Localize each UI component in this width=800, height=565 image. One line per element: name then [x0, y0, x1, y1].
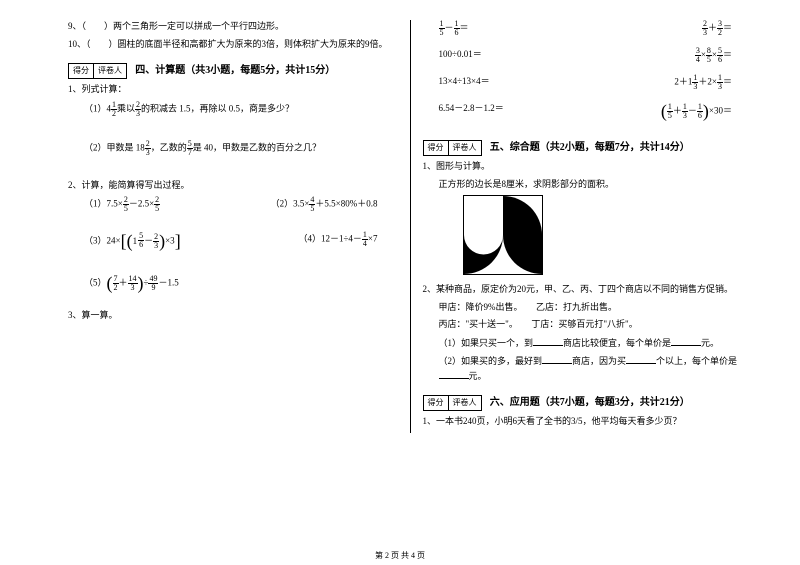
- text: 乘以: [117, 103, 135, 113]
- blank: [439, 369, 469, 379]
- arith-row-3: 13×4÷13×4＝ 2＋113＋2×13＝: [423, 74, 753, 91]
- s5-p2-label: 2、某种商品，原定价为20元，甲、乙、丙、丁四个商店以不同的销售方促销。: [423, 283, 753, 297]
- grader-label: 评卷人: [94, 64, 126, 78]
- section-6-title: 六、应用题（共7小题，每题3分，共计21分）: [490, 397, 690, 408]
- geometry-figure: [463, 195, 543, 275]
- question-9: 9、（ ）两个三角形一定可以拼成一个平行四边形。: [68, 20, 398, 34]
- arith-4a: 6.54－2.8－1.2＝: [439, 101, 504, 122]
- text: （1）4: [84, 103, 111, 113]
- text: （1）7.5×: [84, 199, 123, 209]
- problem-2-label: 2、计算，能简算得写出过程。: [68, 179, 398, 193]
- score-label: 得分: [69, 64, 94, 78]
- score-box: 得分 评卷人: [423, 395, 482, 411]
- page: 9、（ ）两个三角形一定可以拼成一个平行四边形。 10、（ ）圆柱的底面半径和高…: [0, 0, 800, 443]
- problem-1-1: （1）412乘以23的积减去 1.5，再除以 0.5，商是多少？: [68, 101, 398, 118]
- section-6-header: 得分 评卷人 六、应用题（共7小题，每题3分，共计21分）: [423, 395, 753, 411]
- fraction: 499: [148, 275, 158, 292]
- calc-2: （2）3.5×45＋5.5×80%＋0.8: [271, 196, 378, 213]
- left-column: 9、（ ）两个三角形一定可以拼成一个平行四边形。 10、（ ）圆柱的底面半径和高…: [60, 20, 406, 433]
- section-5-title: 五、综合题（共2小题，每题7分，共计14分）: [490, 142, 690, 153]
- score-box: 得分 评卷人: [68, 63, 127, 79]
- s6-p1: 1、一本书240页，小明6天看了全书的3/5，他平均每天看多少页？: [423, 415, 753, 429]
- text: ×3: [165, 236, 175, 246]
- text: （3）: [84, 236, 107, 246]
- calc-5: （5）(72＋143)÷499－1.5: [68, 270, 398, 297]
- s5-p2-l1: 甲店：降价9%出售。 乙店：打九折出售。: [423, 301, 753, 315]
- score-label: 得分: [424, 396, 449, 410]
- text: ＋5.5×80%＋0.8: [315, 199, 377, 209]
- s5-p1-text: 正方形的边长是8厘米，求阴影部分的面积。: [423, 178, 753, 192]
- text: －2.5×: [129, 199, 154, 209]
- text: 3.5×: [293, 199, 309, 209]
- column-divider: [410, 20, 411, 433]
- fraction: 143: [128, 275, 138, 292]
- calc-3: （3）24×[(156－23)×3]: [68, 231, 181, 252]
- arith-3a: 13×4÷13×4＝: [439, 74, 490, 91]
- arith-row-2: 100÷0.01＝ 34×85×56＝: [423, 47, 753, 64]
- calc-row-2: （3）24×[(156－23)×3] （4）12－1÷4－14×7: [68, 231, 398, 252]
- problem-1-label: 1、列式计算：: [68, 83, 398, 97]
- problem-1-2: （2）甲数是 1823，乙数的57是 40，甲数是乙数的百分之几？: [68, 140, 398, 157]
- text: ，乙数的: [151, 142, 187, 152]
- s5-p2-l2: 丙店："买十送一"。 丁店：买够百元打"八折"。: [423, 318, 753, 332]
- text: （2）: [271, 199, 294, 209]
- arith-3b: 2＋113＋2×13＝: [674, 74, 732, 91]
- arith-1b: 23＋32＝: [702, 20, 732, 37]
- calc-row-1: （1）7.5×25－2.5×25 （2）3.5×45＋5.5×80%＋0.8: [68, 196, 398, 213]
- section-4-title: 四、计算题（共3小题，每题5分，共计15分）: [135, 65, 335, 76]
- text: 的积减去 1.5，再除以 0.5，商是多少？: [141, 103, 294, 113]
- text: 是 40，甲数是乙数的百分之几？: [193, 142, 321, 152]
- blank: [542, 354, 572, 364]
- question-10: 10、（ ）圆柱的底面半径和高都扩大为原来的3倍，则体积扩大为原来的9倍。: [68, 38, 398, 52]
- calc-4: （4）12－1÷4－14×7: [298, 231, 377, 252]
- calc-1: （1）7.5×25－2.5×25: [68, 196, 160, 213]
- blank: [626, 354, 656, 364]
- score-label: 得分: [424, 141, 449, 155]
- arith-4b: (15＋13－16)×30＝: [661, 101, 732, 122]
- arith-row-4: 6.54－2.8－1.2＝ (15＋13－16)×30＝: [423, 101, 753, 122]
- text: －1.5: [158, 278, 178, 288]
- section-5-header: 得分 评卷人 五、综合题（共2小题，每题7分，共计14分）: [423, 140, 753, 156]
- arith-row-1: 15－16＝ 23＋32＝: [423, 20, 753, 37]
- grader-label: 评卷人: [449, 141, 481, 155]
- page-footer: 第 2 页 共 4 页: [0, 550, 800, 561]
- arith-2b: 34×85×56＝: [695, 47, 732, 64]
- blank: [533, 336, 563, 346]
- s5-p2-q2: （2）如果买的多，最好到商店，因为买个以上，每个单价是元。: [423, 354, 753, 383]
- text: （2）甲数是 18: [84, 142, 145, 152]
- problem-3-label: 3、算一算。: [68, 309, 398, 323]
- text: （4）12－1÷4－: [298, 234, 361, 244]
- fraction: 56: [138, 232, 144, 249]
- text: ×7: [368, 234, 378, 244]
- right-column: 15－16＝ 23＋32＝ 100÷0.01＝ 34×85×56＝ 13×4÷1…: [415, 20, 761, 433]
- fraction: 72: [113, 275, 119, 292]
- s5-p1-label: 1、图形与计算。: [423, 160, 753, 174]
- text: 24×: [107, 236, 121, 246]
- text: （5）: [84, 278, 107, 288]
- arith-2a: 100÷0.01＝: [439, 47, 482, 64]
- s5-p2-q1: （1）如果只买一个，到商店比较便宜，每个单价是元。: [423, 336, 753, 351]
- score-box: 得分 评卷人: [423, 140, 482, 156]
- grader-label: 评卷人: [449, 396, 481, 410]
- arith-1a: 15－16＝: [439, 20, 469, 37]
- section-4-header: 得分 评卷人 四、计算题（共3小题，每题5分，共计15分）: [68, 63, 398, 79]
- fraction: 25: [154, 196, 160, 213]
- blank: [671, 336, 701, 346]
